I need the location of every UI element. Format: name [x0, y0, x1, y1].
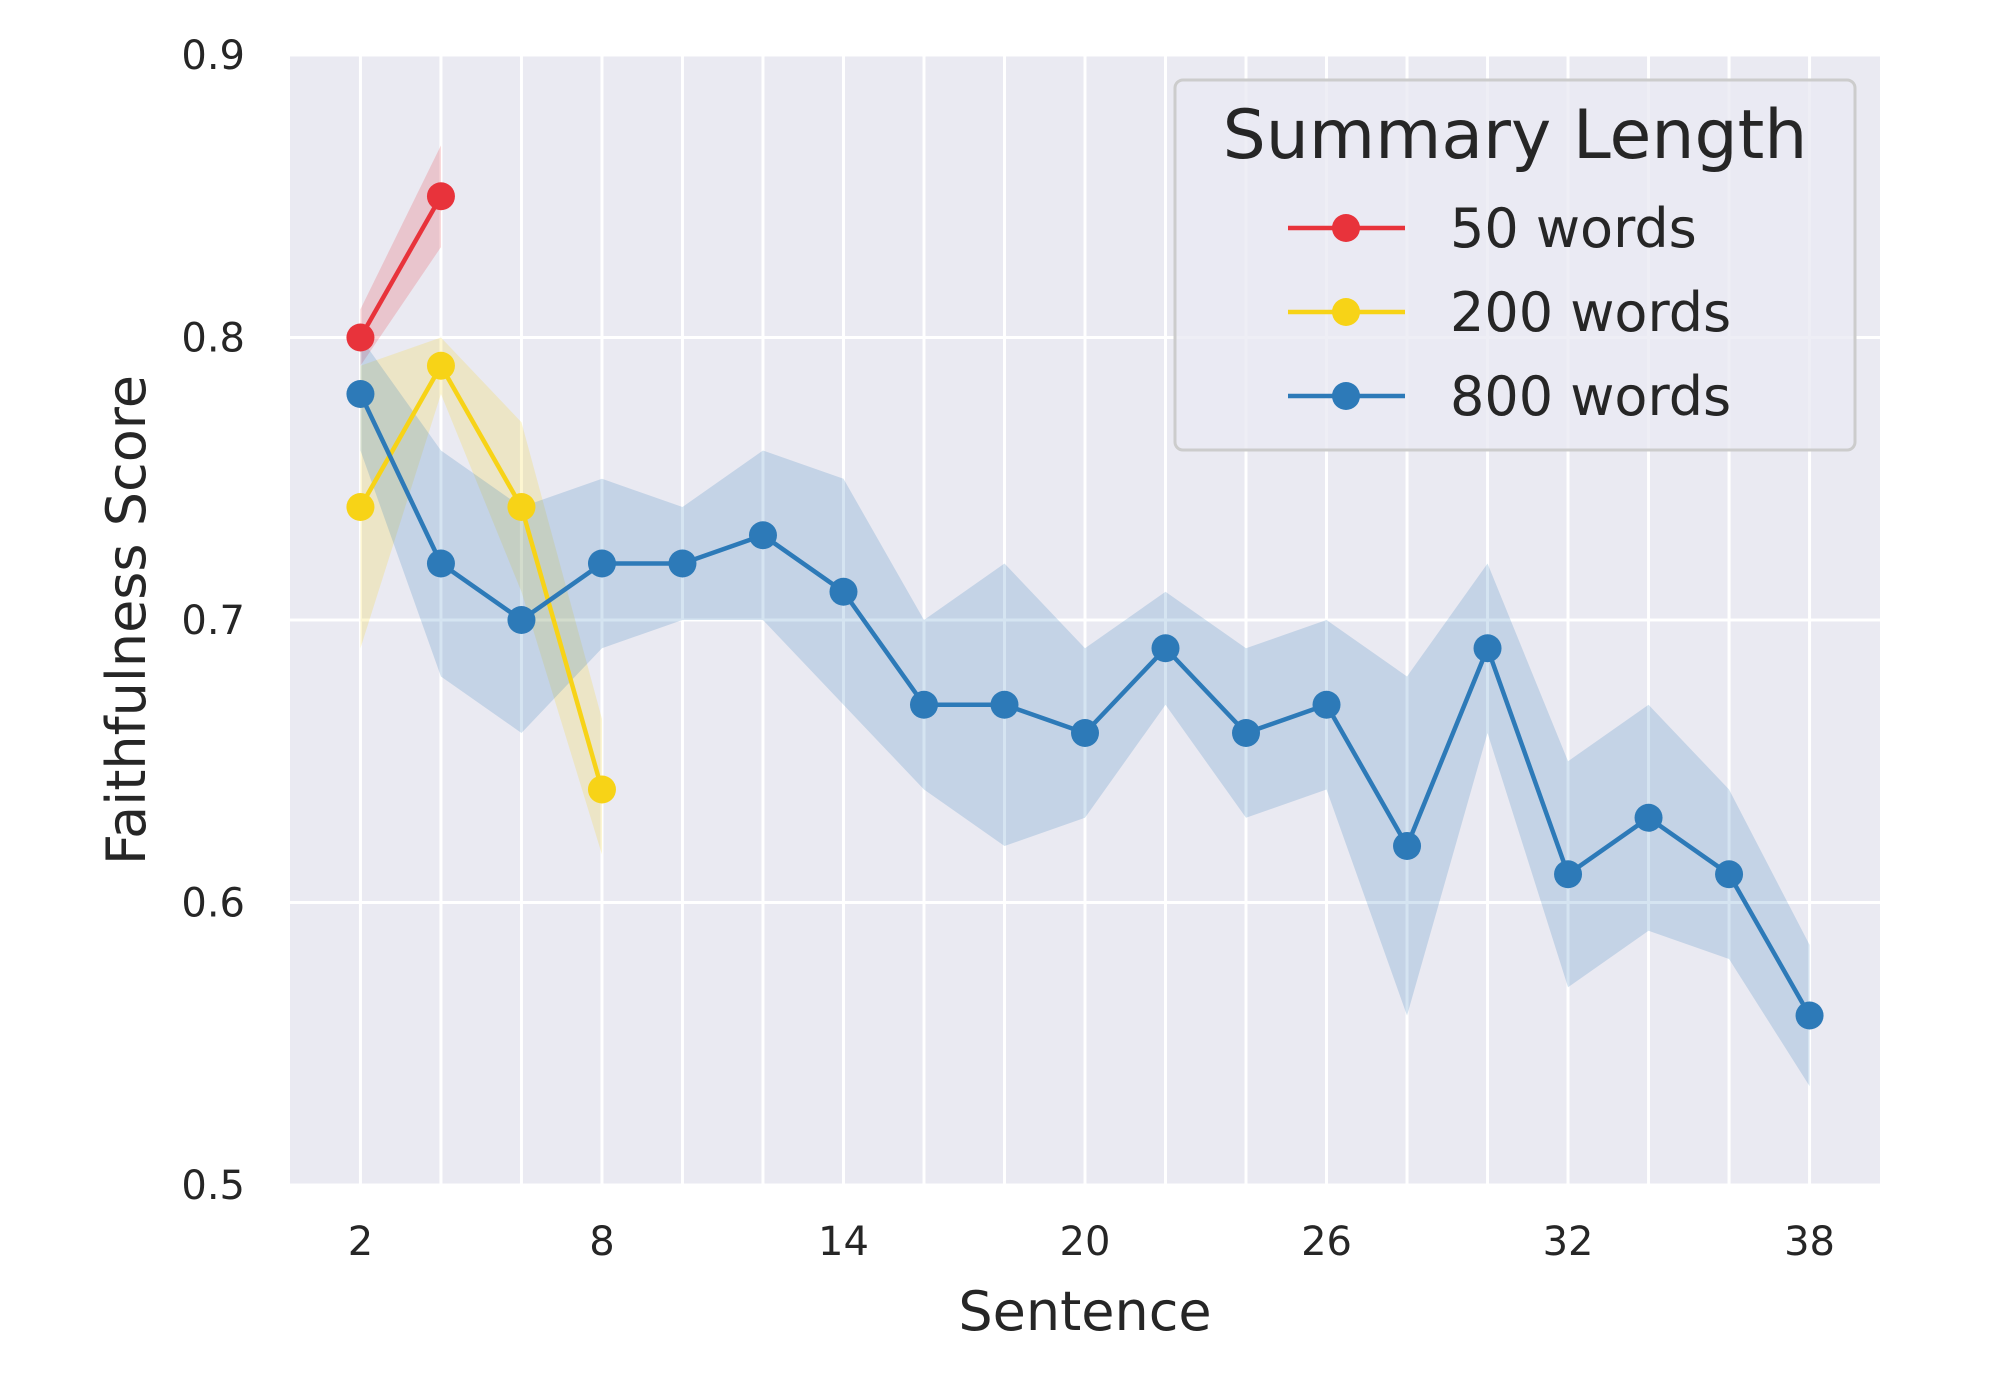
- data-point-800-words: [587, 549, 616, 578]
- legend-marker-800-words: [1332, 382, 1360, 410]
- x-tick-label: 32: [1543, 1219, 1594, 1265]
- x-tick-label: 26: [1301, 1219, 1352, 1265]
- y-tick-label: 0.5: [181, 1163, 245, 1209]
- x-axis-label: Sentence: [958, 1280, 1211, 1343]
- series-markers: [346, 182, 1824, 1030]
- data-point-50-words: [346, 323, 375, 352]
- x-tick-labels: 2 8 14 20 26 32 38: [348, 1219, 1835, 1265]
- x-tick-label: 14: [818, 1219, 869, 1265]
- data-point-800-words: [1232, 719, 1261, 747]
- y-tick-label: 0.8: [181, 316, 245, 362]
- x-tick-label: 20: [1060, 1219, 1111, 1265]
- data-point-800-words: [909, 690, 938, 719]
- data-point-800-words: [507, 606, 536, 634]
- legend-marker-200-words: [1332, 298, 1360, 326]
- data-point-800-words: [1071, 719, 1099, 747]
- legend: Summary Length 50 words 200 words 800 word…: [1173, 78, 1857, 452]
- data-point-800-words: [1634, 803, 1663, 832]
- y-tick-label: 0.6: [181, 881, 245, 927]
- y-axis-label: Faithfulness Score: [95, 375, 158, 865]
- data-point-800-words: [1312, 690, 1341, 719]
- data-point-800-words: [1554, 860, 1583, 889]
- data-point-800-words: [1151, 634, 1180, 663]
- data-point-200-words: [426, 351, 455, 380]
- x-tick-label: 2: [348, 1219, 373, 1265]
- x-tick-label: 8: [589, 1219, 614, 1265]
- gridlines: [290, 53, 1880, 1187]
- y-tick-labels: 0.5 0.6 0.7 0.8 0.9: [181, 33, 245, 1209]
- data-point-800-words: [990, 690, 1019, 719]
- confidence-band-800-words: [360, 337, 1810, 1087]
- data-point-800-words: [1393, 832, 1422, 860]
- data-point-800-words: [1795, 1001, 1824, 1030]
- data-point-800-words: [1715, 860, 1744, 889]
- legend-label-200-words: 200 words: [1450, 281, 1731, 344]
- data-point-800-words: [426, 549, 455, 578]
- legend-label-50-words: 50 words: [1450, 197, 1697, 260]
- data-point-800-words: [668, 549, 697, 578]
- y-tick-label: 0.7: [181, 598, 245, 644]
- data-point-200-words: [587, 775, 616, 804]
- y-tick-label: 0.9: [181, 33, 245, 79]
- data-point-200-words: [346, 493, 375, 521]
- series-line-200-words: [358, 363, 605, 791]
- legend-title: Summary Length: [1223, 96, 1808, 175]
- x-tick-label: 38: [1784, 1219, 1835, 1265]
- data-point-50-words: [426, 182, 455, 211]
- legend-label-800-words: 800 words: [1450, 365, 1731, 428]
- data-point-200-words: [507, 493, 536, 521]
- data-point-800-words: [748, 521, 777, 550]
- legend-items: 50 words 200 words 800 words: [1288, 197, 1731, 428]
- legend-marker-50-words: [1332, 214, 1360, 242]
- confidence-band-50-words: [360, 145, 441, 366]
- legend-box: [1173, 78, 1857, 452]
- data-point-800-words: [829, 577, 858, 606]
- series-line-50-words: [358, 195, 443, 339]
- data-point-800-words: [1473, 634, 1502, 663]
- data-point-800-words: [346, 380, 375, 408]
